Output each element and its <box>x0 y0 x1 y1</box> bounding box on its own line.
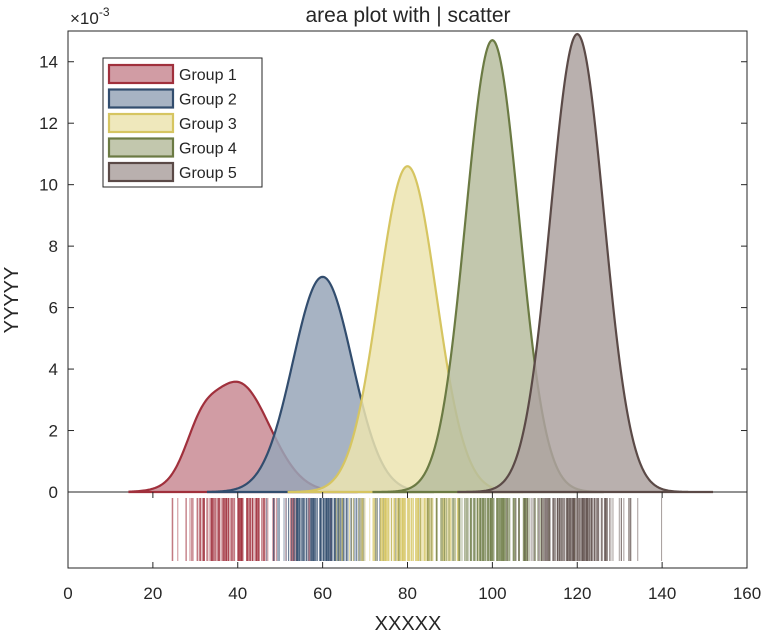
legend-swatch-3 <box>107 112 175 134</box>
x-tick-label: 80 <box>398 584 417 603</box>
y-tick-label: 10 <box>39 176 58 195</box>
x-tick-label: 140 <box>648 584 676 603</box>
rug-series-1 <box>171 498 332 561</box>
y-tick-label: 6 <box>49 299 58 318</box>
legend-label-5: Group 5 <box>179 165 237 182</box>
x-tick-label: 100 <box>478 584 506 603</box>
area-layer <box>128 32 714 494</box>
rug-series-2 <box>266 498 397 561</box>
axis-layer: 0 20 40 60 80 100 120 140 160 0 2 4 6 8 10 12 14 <box>39 53 761 603</box>
rug-scatter-layer <box>171 498 663 561</box>
chart-title: area plot with | scatter <box>305 4 510 27</box>
legend-label-1: Group 1 <box>179 67 237 84</box>
legend: Group 1 Group 2 Group 3 Group 4 Group 5 <box>102 57 263 188</box>
y-tick-label: 8 <box>49 237 58 256</box>
y-axis-label: YYYYY <box>1 267 23 334</box>
rug-series-3 <box>335 498 479 561</box>
x-tick-label: 120 <box>563 584 591 603</box>
y-tick-label: 12 <box>39 114 58 133</box>
y-tick-label: 2 <box>49 422 58 441</box>
legend-swatch-2 <box>107 88 175 109</box>
x-tick-label: 40 <box>228 584 247 603</box>
y-tick-label: 14 <box>39 53 58 72</box>
x-tick-label: 160 <box>733 584 761 603</box>
rug-series-4 <box>398 498 576 561</box>
y-exponent-base: ×10 <box>70 9 99 28</box>
legend-label-3: Group 3 <box>179 116 237 133</box>
legend-label-4: Group 4 <box>179 141 237 158</box>
rug-series-5 <box>506 498 663 561</box>
legend-swatch-1 <box>107 63 175 85</box>
x-tick-label: 60 <box>313 584 332 603</box>
y-tick-label: 4 <box>49 360 58 379</box>
x-tick-label: 0 <box>63 584 72 603</box>
y-exponent-label: ×10-3 <box>70 5 110 28</box>
y-exponent-power: -3 <box>99 5 110 19</box>
area-series-5 <box>457 32 714 494</box>
legend-swatch-5 <box>107 161 175 183</box>
y-tick-label: 0 <box>49 483 58 502</box>
x-axis-label: XXXXX <box>375 613 442 635</box>
x-tick-label: 20 <box>143 584 162 603</box>
legend-swatch-4 <box>107 137 175 158</box>
legend-label-2: Group 2 <box>179 92 237 109</box>
